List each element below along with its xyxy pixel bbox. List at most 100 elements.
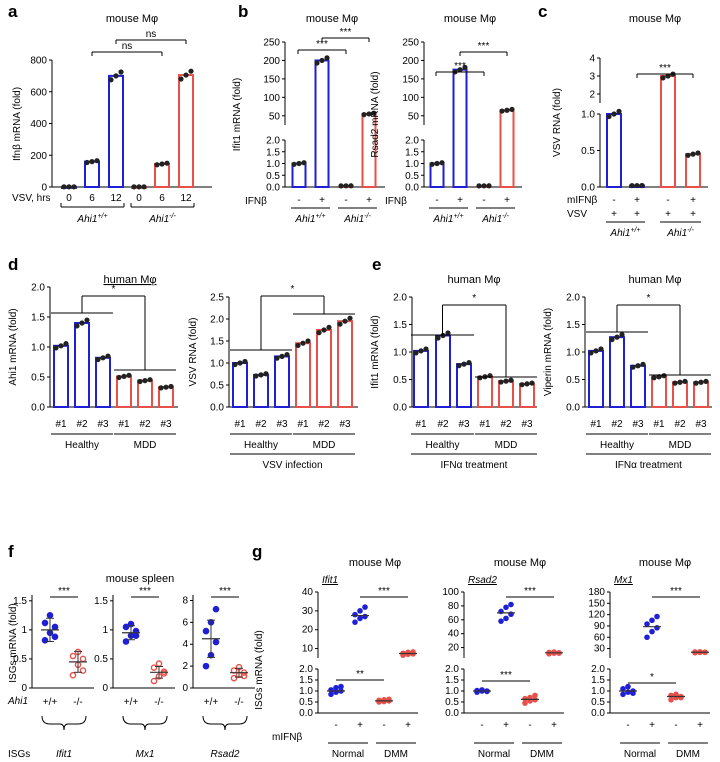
x-tick-label: + [457,195,463,206]
y-tick-label: 250 [263,38,280,49]
y-tick-label: 1.5 [94,596,108,607]
y-tick-label: 0.0 [393,403,407,414]
data-point [678,694,684,701]
group-label: MDD [495,440,518,451]
x-tick-label: #2 [674,419,686,430]
group-label: Normal [624,749,656,760]
x-tick-label: + [366,195,372,206]
x-tick-label: - [666,195,669,206]
y-tick-label: 0.5 [94,654,108,665]
data-point [136,184,142,190]
bar [314,59,330,188]
data-point [376,697,382,704]
x-tick-label: - [334,720,337,731]
data-point [141,184,147,190]
panel-f: mouse spleen ISGs mRNA (fold) Ahi1 ISGs +/+ -… [7,573,255,760]
x-tick-label: #1 [590,419,602,430]
panel-label: e [372,255,381,274]
data-point [685,152,691,158]
panel-title: mouse Mφ [444,13,496,25]
y-tick-label: 1 [102,625,108,636]
y-tick-label: 0.0 [591,708,605,719]
data-point [479,687,485,693]
data-point [41,619,49,627]
x-tick-label: #1 [297,419,309,430]
panel-title: human Mφ [629,274,682,286]
y-tick-label: 100 [263,93,280,104]
data-point [456,363,462,369]
data-point [51,633,59,641]
significance-label: * [112,284,116,295]
data-point [100,355,106,361]
data-point [316,330,322,336]
data-point [142,378,148,384]
data-point [258,372,264,378]
footer-label: IFNα treatment [441,460,508,471]
y-axis-label: ISGs mRNA (fold) [8,603,19,682]
bar [53,344,69,408]
x-tick-label: #3 [521,419,533,430]
gene-label: Mx1 [614,575,633,586]
bar [588,349,604,408]
data-point [519,382,525,388]
data-point [118,69,124,75]
bar [498,380,514,408]
data-point [108,77,114,83]
panel-title: mouse Mφ [494,557,546,569]
data-point [498,618,504,624]
y-tick-label: 1.5 [445,675,459,686]
panel-b1: 0.00.51.01.52.0 50 100 150 200 250 mouse Mφ Ifi… [232,13,385,225]
data-point [609,336,615,343]
y-tick-label: 1.0 [266,159,280,170]
x-tick-label: #2 [255,419,267,430]
significance-label: *** [340,27,352,38]
bar [429,162,445,188]
x-tick-label: #2 [139,419,151,430]
y-tick-label: 0.5 [13,654,27,665]
x-tick-label: - [674,720,677,731]
y-tick-label: 0.0 [581,183,595,194]
data-point [509,106,515,113]
x-tick-label: #3 [339,419,351,430]
bar [651,375,667,408]
y-tick-label: 0.0 [31,403,45,414]
x-tick-label: + [690,195,696,206]
y-tick-label: 3 [589,72,595,83]
significance-label: *** [378,586,390,597]
data-point [677,379,683,385]
group-label: MDD [134,440,157,451]
data-point [634,182,640,189]
data-point [279,353,285,359]
bar [630,364,646,408]
data-point [168,383,174,390]
data-point [295,342,301,349]
x-tick-label: #1 [234,419,246,430]
row-label: IFNβ [385,196,407,207]
y-tick-label: 2.0 [405,136,419,147]
y-tick-label: 0.5 [566,375,580,386]
panel-subtitle: human Mφ [104,274,157,286]
data-point [352,619,358,625]
y-tick-label: 600 [30,87,47,98]
data-point [661,373,667,379]
y-tick-label: 0.0 [405,183,419,194]
x-tick-label: - [297,195,300,206]
x-tick-label: -/- [73,697,82,708]
significance-label: *** [454,61,466,72]
data-point [155,660,163,667]
group-label: Healthy [600,440,634,451]
y-tick-label: 1.0 [445,686,459,697]
data-point [212,605,220,613]
y-tick-label: 40 [448,629,460,640]
data-point [639,182,645,189]
data-point [348,183,354,189]
data-point [362,604,368,610]
significance-label: * [291,284,295,295]
significance-label: *** [524,586,536,597]
row-label: VSV [567,209,587,220]
x-tick-label: + [503,720,509,731]
panel-a: 0 200 400 600 800 mouse Mφ Ifnβ mRNA (fold) 0 6 1… [12,13,212,225]
y-tick-label: 2.0 [591,664,605,675]
x-tick-label: #3 [458,419,470,430]
x-tick-label: #1 [653,419,665,430]
